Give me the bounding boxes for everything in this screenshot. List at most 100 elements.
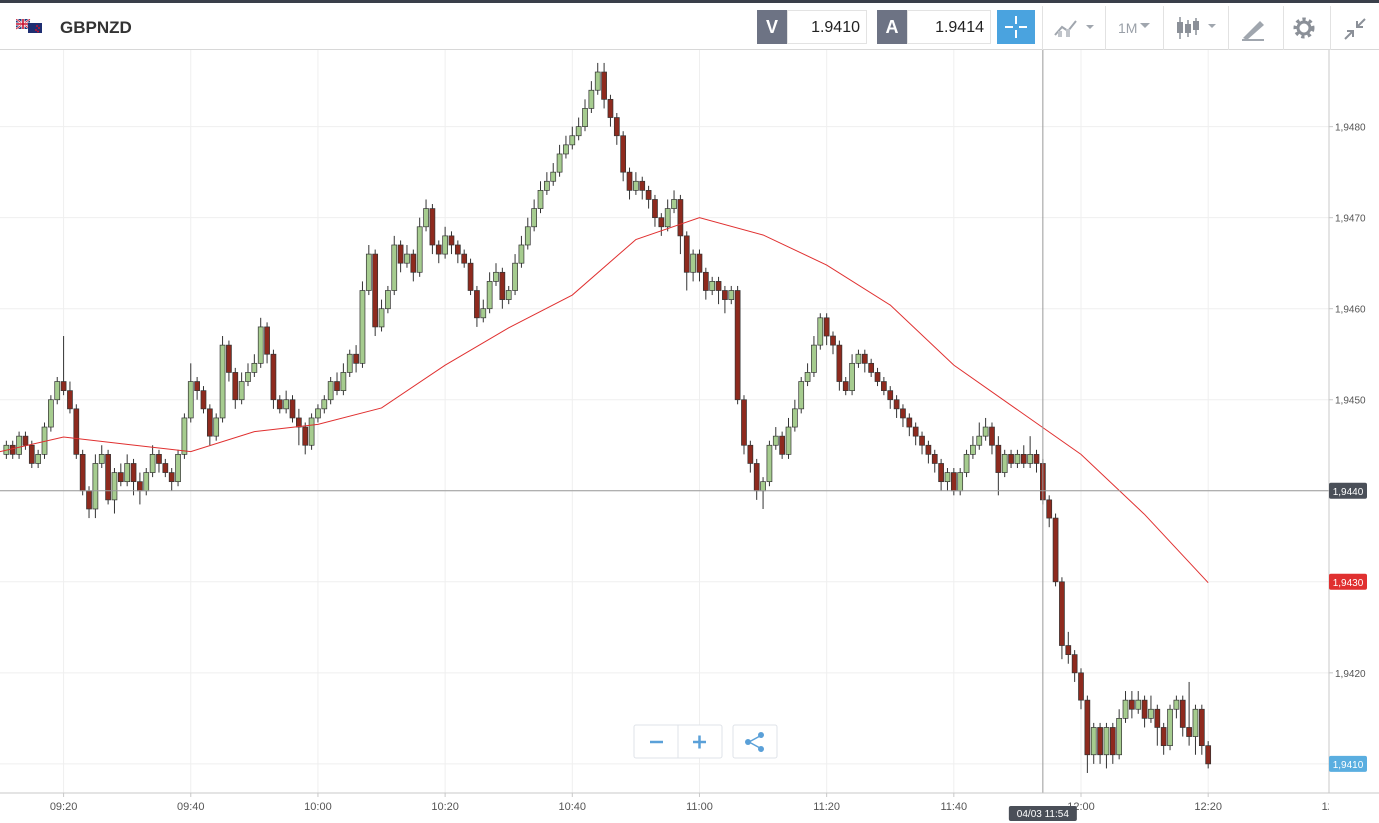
candle-body <box>137 481 143 492</box>
candle-body <box>613 117 620 137</box>
candle-body <box>1135 699 1142 710</box>
candle-body <box>143 472 150 492</box>
candle-body <box>741 399 747 446</box>
candle-body <box>9 444 16 455</box>
y-tick-label: 1,9450 <box>1335 396 1366 407</box>
y-axis: 1,9410 1,9420 1,9430 1,9440 1,9450 1,9460 1,94… <box>1329 123 1366 771</box>
candle-body <box>1103 727 1110 756</box>
bid-price[interactable]: 1.9410 <box>787 10 867 44</box>
candle-body <box>1198 708 1205 747</box>
candle-body <box>35 454 42 464</box>
candle-body <box>671 199 677 209</box>
candles-button[interactable] <box>1174 15 1220 41</box>
candle-body <box>442 235 448 255</box>
settings-button[interactable] <box>1292 16 1316 40</box>
candle-body <box>232 372 239 401</box>
candle-body <box>1122 699 1129 719</box>
candle-body <box>270 353 277 401</box>
candle-body <box>385 290 391 310</box>
candle-body <box>1001 454 1008 473</box>
candle-body <box>283 399 289 410</box>
draw-button[interactable] <box>1240 16 1266 42</box>
candle-body <box>1116 718 1123 756</box>
candle-body <box>219 344 226 419</box>
candle-body <box>874 372 881 382</box>
candle-body <box>633 180 639 191</box>
candle-body <box>982 426 989 437</box>
candle-body <box>391 244 398 291</box>
x-tick-label: 12:40 <box>1322 801 1350 813</box>
candle-body <box>302 426 309 446</box>
candle-body <box>677 199 684 237</box>
x-tick-label: 11:40 <box>940 801 967 813</box>
x-tick-label: 10:20 <box>431 801 459 813</box>
timeframe[interactable]: 1M <box>1118 20 1138 36</box>
x-axis: 09:20 09:40 10:00 10:20 10:40 11:00 11:20 11:40… <box>50 793 1350 813</box>
candle-body <box>811 344 817 373</box>
candle-body <box>111 472 118 501</box>
candle-body <box>785 426 792 455</box>
candle-body <box>423 208 429 228</box>
candle-body <box>524 226 531 246</box>
candle-body <box>1020 454 1027 464</box>
candle-body <box>156 454 162 464</box>
candle-body <box>728 290 735 300</box>
candle-body <box>213 417 220 437</box>
moving-average <box>0 217 1209 584</box>
chart-type-button[interactable] <box>1052 17 1098 39</box>
zoom-in[interactable] <box>693 735 706 749</box>
candle-body <box>906 417 913 428</box>
candle-body <box>448 235 455 246</box>
candle-body <box>353 353 359 364</box>
candle-body <box>550 171 557 182</box>
ask-price[interactable]: 1.9414 <box>907 10 991 44</box>
candle-body <box>620 135 627 173</box>
candle-body <box>467 262 474 291</box>
candle-body <box>1027 454 1033 464</box>
candle-body <box>766 444 773 483</box>
candle-body <box>289 399 296 419</box>
x-tick-label: 09:40 <box>177 801 205 813</box>
candle-body <box>626 171 633 191</box>
candle-body <box>963 454 970 473</box>
candle-body <box>117 472 124 483</box>
candle-body <box>722 290 728 300</box>
share-button[interactable] <box>732 724 778 759</box>
bid-label[interactable]: V <box>757 10 787 44</box>
candle-body <box>1097 727 1103 756</box>
candle-body <box>327 381 334 401</box>
candle-body <box>404 253 410 264</box>
candle-body <box>569 135 576 146</box>
candle-body <box>747 444 754 464</box>
ask-label[interactable]: A <box>877 10 907 44</box>
candle-body <box>957 472 964 492</box>
candle-body <box>340 372 347 391</box>
last-price-box <box>1329 755 1367 772</box>
candle-body <box>563 144 569 155</box>
candle-body <box>518 244 525 264</box>
candle-body <box>970 444 976 455</box>
candle-body <box>429 208 436 246</box>
candle-body <box>187 381 194 419</box>
candle-body <box>734 290 741 401</box>
candle-body <box>251 362 258 373</box>
candle-body <box>1192 708 1199 737</box>
candle-body <box>556 153 563 173</box>
candle-body <box>308 417 315 446</box>
candle-body <box>855 353 862 364</box>
candle-body <box>416 226 423 273</box>
candle-body <box>365 253 372 291</box>
candle-body <box>397 244 404 264</box>
crosshair-button[interactable] <box>997 10 1035 44</box>
candle-body <box>881 381 887 391</box>
candle-body <box>1078 672 1084 701</box>
crosshair-price-box <box>1329 482 1367 499</box>
zoom-controls <box>633 724 778 759</box>
candle-body <box>836 344 843 382</box>
candle-body <box>73 408 80 455</box>
candle-body <box>168 472 175 483</box>
candle-body <box>86 490 92 510</box>
candle-body <box>1167 708 1173 747</box>
candle-body <box>976 435 983 446</box>
collapse-button[interactable] <box>1342 16 1368 42</box>
